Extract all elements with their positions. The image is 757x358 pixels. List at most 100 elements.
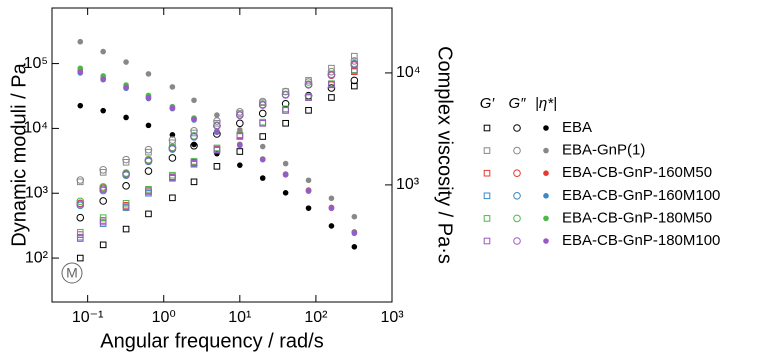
storage-point bbox=[145, 210, 152, 218]
legend-storage-symbol bbox=[483, 169, 491, 177]
loss-point bbox=[236, 108, 244, 116]
viscosity-point bbox=[123, 114, 129, 121]
storage-point bbox=[76, 228, 84, 236]
storage-point bbox=[99, 218, 107, 226]
viscosity-point bbox=[169, 105, 176, 111]
storage-point bbox=[76, 233, 84, 241]
legend-storage-symbol bbox=[483, 237, 491, 245]
loss-point bbox=[76, 176, 85, 184]
viscosity-point bbox=[282, 171, 289, 178]
loss-point bbox=[168, 154, 177, 162]
storage-point bbox=[76, 235, 84, 242]
storage-point bbox=[213, 146, 221, 153]
viscosity-point bbox=[214, 128, 220, 135]
legend-loss-symbol bbox=[513, 169, 521, 177]
legend-loss-symbol bbox=[513, 192, 521, 200]
loss-point bbox=[99, 183, 107, 191]
loss-point bbox=[144, 157, 153, 165]
loss-point bbox=[350, 57, 359, 65]
viscosity-point bbox=[123, 84, 129, 91]
loss-point bbox=[350, 60, 359, 69]
loss-point bbox=[258, 109, 267, 118]
viscosity-point bbox=[328, 223, 335, 229]
viscosity-point bbox=[169, 132, 176, 138]
legend-loss-symbol bbox=[513, 237, 521, 245]
loss-point bbox=[99, 165, 107, 174]
legend-viscosity-symbol bbox=[543, 125, 549, 131]
storage-point bbox=[236, 148, 244, 155]
storage-point bbox=[99, 214, 107, 221]
viscosity-point bbox=[191, 141, 197, 148]
storage-point bbox=[351, 52, 358, 60]
viscosity-point bbox=[145, 71, 152, 77]
loss-point bbox=[304, 81, 313, 89]
loss-point bbox=[99, 197, 107, 205]
legend-label: EBA-CB-GnP-160M50 bbox=[562, 164, 712, 181]
storage-point bbox=[190, 159, 198, 167]
viscosity-point bbox=[237, 127, 243, 133]
storage-point bbox=[305, 107, 312, 114]
viscosity-point bbox=[259, 175, 266, 181]
storage-point bbox=[259, 119, 267, 127]
storage-point bbox=[328, 94, 335, 101]
loss-point bbox=[190, 132, 198, 141]
x-tick-label: 10³ bbox=[380, 309, 404, 326]
viscosity-point bbox=[77, 38, 84, 45]
x-tick-label: 10¹ bbox=[228, 309, 251, 326]
viscosity-point bbox=[100, 76, 106, 82]
loss-point bbox=[327, 67, 336, 76]
loss-point bbox=[350, 76, 359, 85]
viscosity-point bbox=[145, 122, 152, 129]
watermark: M bbox=[66, 265, 78, 281]
viscosity-point bbox=[259, 156, 266, 163]
legend-viscosity-symbol bbox=[543, 215, 549, 222]
legend-loss-symbol bbox=[513, 146, 521, 155]
storage-point bbox=[145, 188, 152, 196]
legend-storage-symbol bbox=[483, 124, 491, 132]
loss-point bbox=[76, 213, 85, 222]
viscosity-point bbox=[77, 69, 84, 75]
legend-viscosity-symbol bbox=[543, 170, 549, 176]
viscosity-point bbox=[305, 188, 312, 194]
legend-viscosity-symbol bbox=[543, 238, 549, 244]
legend-label: EBA bbox=[562, 119, 592, 136]
viscosity-point bbox=[328, 205, 335, 212]
viscosity-point bbox=[191, 97, 197, 104]
y2-tick-label: 10⁴ bbox=[396, 64, 421, 81]
loss-point bbox=[122, 155, 130, 164]
legend-label: EBA-CB-GnP-180M50 bbox=[562, 209, 712, 226]
x-tick-label: 10² bbox=[304, 309, 328, 326]
loss-point bbox=[168, 144, 177, 153]
viscosity-point bbox=[237, 162, 243, 168]
viscosity-point bbox=[191, 116, 197, 123]
loss-point bbox=[144, 145, 153, 154]
x-tick-label: 10⁰ bbox=[152, 309, 176, 326]
legend-label: EBA-CB-GnP-180M100 bbox=[562, 232, 720, 249]
loss-point bbox=[76, 200, 85, 208]
y-tick-label: 10³ bbox=[25, 184, 49, 201]
loss-point bbox=[281, 87, 290, 96]
storage-point bbox=[282, 107, 289, 114]
legend-viscosity-symbol bbox=[543, 193, 549, 199]
viscosity-point bbox=[328, 195, 335, 202]
y2-axis-label: Complex viscosity / Pa·s bbox=[434, 46, 456, 264]
storage-point bbox=[259, 133, 267, 140]
viscosity-point bbox=[259, 143, 266, 150]
storage-point bbox=[236, 132, 244, 140]
storage-point bbox=[169, 194, 176, 202]
viscosity-point bbox=[351, 229, 358, 236]
y-axis-label: Dynamic moduli / Pa bbox=[8, 62, 30, 246]
viscosity-point bbox=[305, 205, 312, 211]
viscosity-point bbox=[282, 160, 289, 167]
viscosity-point bbox=[237, 142, 243, 148]
y2-tick-label: 10³ bbox=[396, 176, 420, 193]
legend-header: G′ bbox=[480, 95, 496, 112]
y-tick-label: 10² bbox=[25, 249, 49, 266]
storage-point bbox=[122, 203, 130, 210]
legend-storage-symbol bbox=[483, 147, 491, 154]
storage-point bbox=[282, 119, 289, 127]
legend-storage-symbol bbox=[483, 215, 491, 222]
storage-point bbox=[122, 225, 130, 233]
storage-point bbox=[76, 254, 84, 262]
legend-viscosity-symbol bbox=[543, 147, 549, 154]
